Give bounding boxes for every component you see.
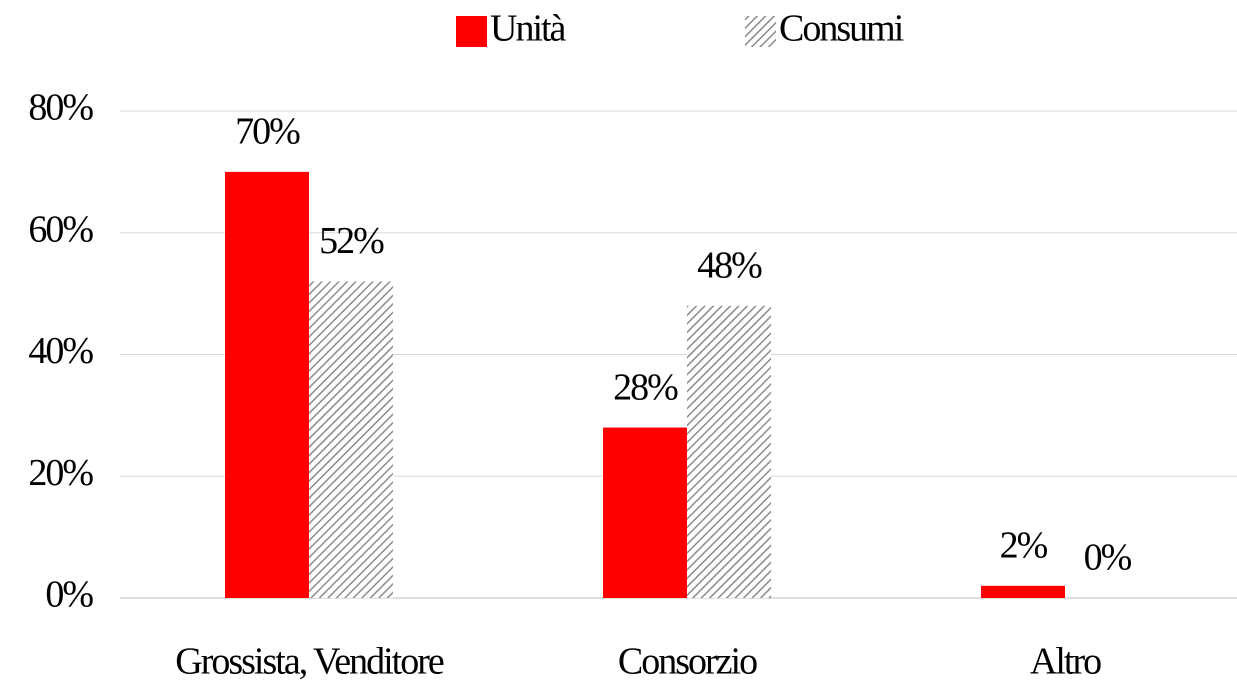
bar [309, 281, 393, 598]
legend-label: Consumi [779, 8, 904, 50]
value-label: 48% [697, 245, 762, 287]
bar [687, 305, 771, 598]
value-label: 70% [235, 111, 300, 153]
value-label: 52% [319, 220, 384, 262]
bar [981, 585, 1065, 598]
bar [603, 427, 687, 598]
x-tick-label: Grossista, Venditore [175, 641, 444, 683]
bar [225, 171, 309, 598]
y-tick-label: 80% [28, 87, 93, 129]
legend-label: Unità [490, 8, 567, 50]
y-tick-label: 20% [28, 452, 93, 494]
y-tick-label: 60% [28, 208, 93, 250]
value-label: 2% [1000, 525, 1048, 567]
y-tick-label: 0% [45, 574, 93, 616]
value-label: 28% [613, 366, 678, 408]
x-tick-label: Altro [1030, 641, 1101, 683]
x-tick-label: Consorzio [618, 641, 757, 683]
value-label: 0% [1084, 537, 1132, 579]
legend-swatch [745, 16, 776, 47]
legend-swatch [456, 16, 487, 47]
y-tick-label: 40% [28, 330, 93, 372]
